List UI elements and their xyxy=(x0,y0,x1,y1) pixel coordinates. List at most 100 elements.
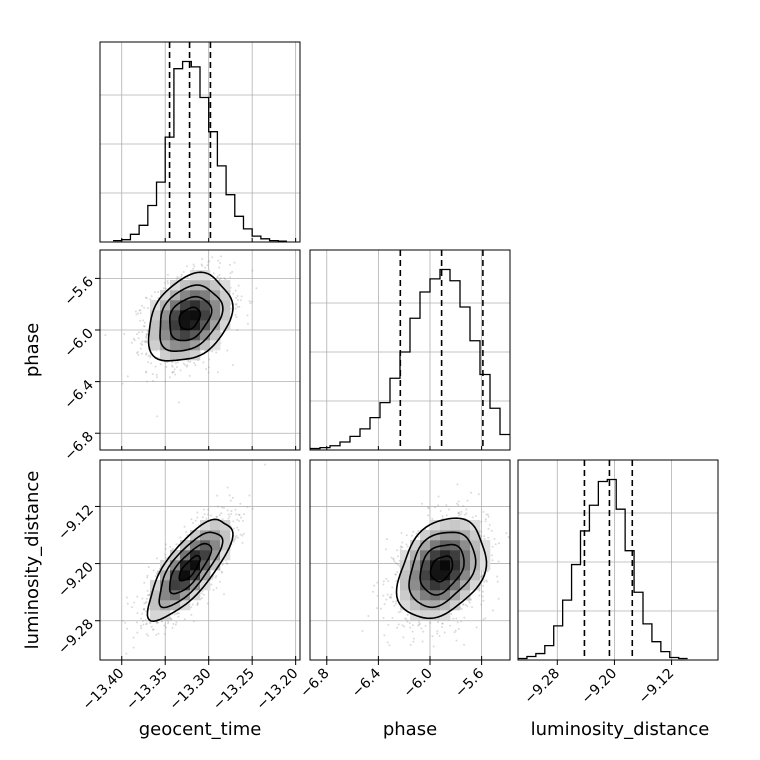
density-bin xyxy=(410,590,421,601)
sample-point xyxy=(496,575,499,578)
sample-point xyxy=(196,603,199,606)
sample-point xyxy=(493,537,496,540)
sample-point xyxy=(124,621,127,624)
sample-point xyxy=(386,641,389,644)
sample-point xyxy=(477,493,480,496)
sample-point xyxy=(392,557,395,560)
sample-point xyxy=(203,513,206,516)
sample-point xyxy=(156,621,159,624)
sample-point xyxy=(397,623,400,626)
sample-point xyxy=(482,510,485,513)
density-bin xyxy=(410,560,421,571)
sample-point xyxy=(222,506,225,509)
sample-point xyxy=(432,645,435,648)
sample-point xyxy=(147,594,150,597)
sample-point xyxy=(385,538,388,541)
sample-point xyxy=(144,339,147,342)
sample-point xyxy=(201,264,204,267)
sample-point xyxy=(186,364,189,367)
sample-point xyxy=(483,535,486,538)
sample-point xyxy=(412,640,415,643)
sample-point xyxy=(196,511,199,514)
sample-point xyxy=(390,556,393,559)
sample-point xyxy=(401,624,404,627)
sample-point xyxy=(471,516,474,519)
sample-point xyxy=(146,576,149,579)
sample-point xyxy=(204,266,207,269)
sample-point xyxy=(383,603,386,606)
sample-point xyxy=(487,515,490,518)
sample-point xyxy=(141,340,144,343)
sample-point xyxy=(155,572,158,575)
sample-point xyxy=(229,276,232,279)
density-bin xyxy=(160,310,171,321)
sample-point xyxy=(166,273,169,276)
sample-point xyxy=(480,535,483,538)
sample-point xyxy=(234,313,237,316)
density-bin xyxy=(200,280,211,291)
sample-point xyxy=(405,618,408,621)
sample-point xyxy=(221,571,224,574)
sample-point xyxy=(192,521,195,524)
sample-point xyxy=(464,513,467,516)
sample-point xyxy=(185,365,188,368)
sample-point xyxy=(236,518,239,521)
sample-point xyxy=(123,332,126,335)
sample-point xyxy=(490,529,493,532)
sample-point xyxy=(136,333,139,336)
sample-point xyxy=(246,505,249,508)
sample-point xyxy=(143,608,146,611)
density-bin xyxy=(400,570,411,581)
sample-point xyxy=(496,580,499,583)
sample-point xyxy=(146,306,149,309)
sample-point xyxy=(211,350,214,353)
sample-point xyxy=(135,621,138,624)
sample-point xyxy=(481,595,484,598)
sample-point xyxy=(135,313,138,316)
sample-point xyxy=(219,331,222,334)
sample-point xyxy=(480,520,483,523)
sample-point xyxy=(200,597,203,600)
sample-point xyxy=(145,622,148,625)
sample-point xyxy=(189,360,192,363)
density-bin xyxy=(400,550,411,561)
density-bin xyxy=(190,530,201,541)
sample-point xyxy=(174,373,177,376)
sample-point xyxy=(143,602,146,605)
sample-point xyxy=(170,618,173,621)
sample-point xyxy=(149,622,152,625)
sample-point xyxy=(132,636,135,639)
sample-point xyxy=(201,590,204,593)
density-bin xyxy=(220,300,231,311)
panel-geocent_time-luminosity_distance xyxy=(121,463,267,655)
sample-point xyxy=(176,275,179,278)
sample-point xyxy=(485,513,488,516)
sample-point xyxy=(144,610,147,613)
sample-point xyxy=(215,586,218,589)
sample-point xyxy=(218,274,221,277)
sample-point xyxy=(395,626,398,629)
contour-line xyxy=(168,542,213,595)
sample-point xyxy=(376,581,379,584)
density-bin xyxy=(220,530,231,541)
sample-point xyxy=(125,596,128,599)
density-bin xyxy=(170,310,181,321)
sample-point xyxy=(196,601,199,604)
density-bin xyxy=(410,550,421,561)
panel-geocent_time-phase xyxy=(104,255,258,418)
density-bin xyxy=(180,590,191,601)
sample-point xyxy=(145,633,148,636)
sample-point xyxy=(239,299,242,302)
sample-point xyxy=(471,606,474,609)
sample-point xyxy=(150,625,153,628)
sample-point xyxy=(177,615,180,618)
sample-point xyxy=(160,620,163,623)
sample-point xyxy=(231,270,234,273)
sample-point xyxy=(234,536,237,539)
sample-point xyxy=(218,266,221,269)
sample-point xyxy=(146,333,149,336)
sample-point xyxy=(241,541,244,544)
sample-point xyxy=(234,289,237,292)
sample-point xyxy=(216,494,219,497)
density-bin xyxy=(190,290,201,301)
